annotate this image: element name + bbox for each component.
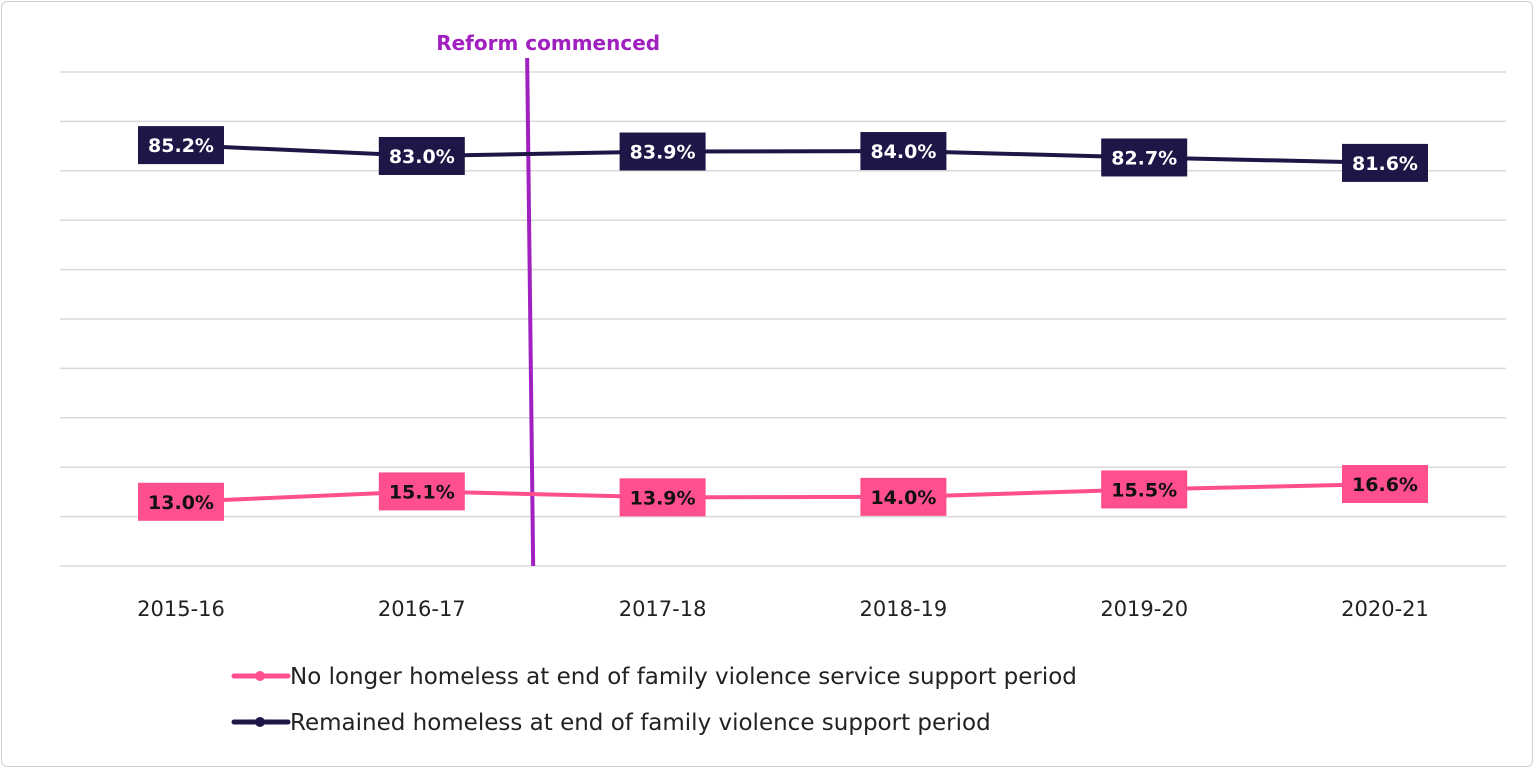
data-label-box [1101,470,1188,509]
data-label: 15.1% [378,472,465,511]
data-label: 13.0% [138,482,224,521]
data-label-box [1101,138,1188,177]
x-tick-label: 2017-18 [619,597,707,621]
data-label-text: 83.9% [630,142,696,164]
x-tick-label: 2016-17 [378,597,466,621]
data-label-text: 13.9% [630,487,696,509]
data-label-box [1342,143,1428,182]
data-label-box [619,478,706,517]
data-label: 83.0% [378,136,465,175]
data-label: 16.6% [1342,464,1428,503]
reform-annotation: Reform commenced [436,31,660,55]
data-label-text: 84.0% [870,141,936,163]
series-line [180,143,1386,165]
data-label-box [378,472,465,511]
data-label-box [138,482,224,521]
data-label-box [860,477,947,516]
data-label-text: 81.6% [1352,153,1418,175]
data-label-text: 15.1% [389,481,455,503]
data-label: 84.0% [860,132,947,171]
series-line [180,481,1386,504]
data-label-text: 16.6% [1352,474,1418,496]
data-label: 81.6% [1342,143,1428,182]
reform-line [525,57,536,567]
data-label-text: 82.7% [1111,147,1177,169]
data-label-box [619,132,706,171]
data-label: 14.0% [860,477,947,516]
data-label: 82.7% [1101,138,1188,177]
data-label-box [1342,464,1428,503]
legend-marker [255,717,265,727]
data-label-box [378,136,465,175]
data-label: 15.5% [1101,470,1188,509]
legend-marker [255,671,265,681]
legend-label: Remained homeless at end of family viole… [290,710,991,736]
x-tick-label: 2020-21 [1341,597,1429,621]
legend-label: No longer homeless at end of family viol… [290,664,1077,690]
data-label-text: 83.0% [389,146,455,168]
data-label-text: 13.0% [148,492,214,514]
data-label: 85.2% [138,126,224,165]
data-label-box [860,132,947,171]
x-tick-label: 2015-16 [137,597,225,621]
data-label: 13.9% [619,478,706,517]
data-label-text: 14.0% [870,487,936,509]
x-tick-label: 2019-20 [1100,597,1188,621]
data-label: 83.9% [619,132,706,171]
x-tick-label: 2018-19 [860,597,948,621]
data-label-text: 85.2% [148,135,214,157]
data-label-box [138,126,224,165]
data-label-text: 15.5% [1111,479,1177,501]
